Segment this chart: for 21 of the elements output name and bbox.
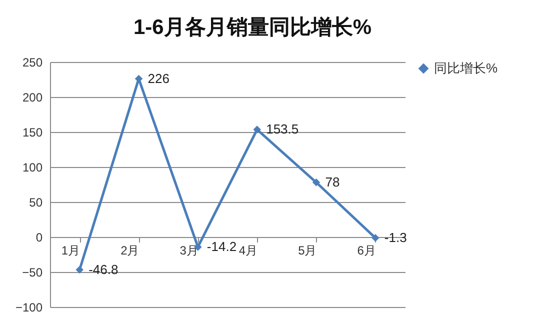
y-tick-label: 200 [22,90,43,104]
y-tick-label: 0 [36,230,43,244]
y-tick-label: 150 [22,126,43,140]
data-label: -14.2 [206,238,237,254]
y-tick-label: 250 [22,56,43,70]
data-label: 226 [148,70,170,86]
data-label: 153.5 [266,122,299,137]
y-tick-label: 50 [29,196,43,210]
x-tick-label: 5月 [298,244,317,258]
y-tick-label: −50 [22,266,43,280]
legend-label: 同比增长% [434,60,498,76]
y-tick-label: 100 [22,160,43,174]
data-label: -1.3 [384,230,407,245]
data-label: -46.8 [88,262,118,277]
x-tick-label: 4月 [238,244,258,258]
chart-title: 1-6月各月销量同比增长% [133,16,372,39]
data-label: 78 [325,174,340,190]
y-tick-label: −100 [15,300,43,314]
x-tick-label: 1月 [61,244,80,258]
x-tick-label: 2月 [120,244,140,258]
x-tick-label: 6月 [357,244,376,258]
